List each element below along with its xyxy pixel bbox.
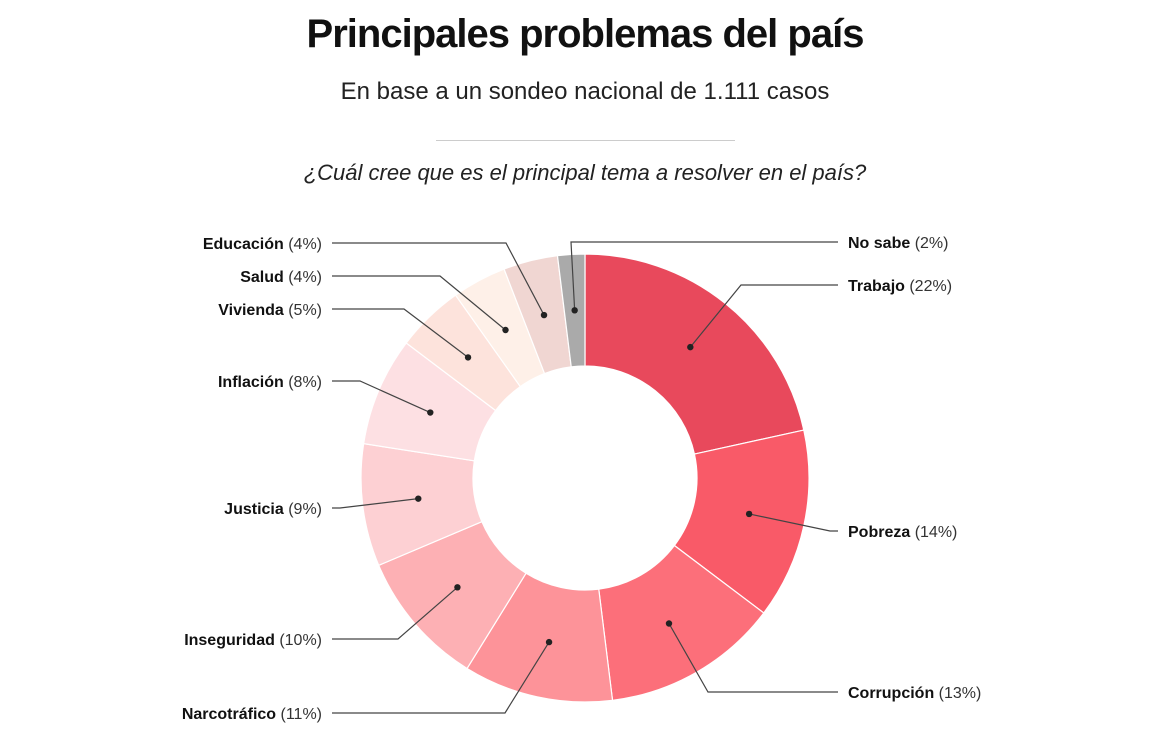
survey-question: ¿Cuál cree que es el principal tema a re… xyxy=(303,160,867,185)
leader-line-trabajo xyxy=(689,284,838,348)
slices xyxy=(360,253,810,703)
label-percent: (4%) xyxy=(284,269,322,286)
label-percent: (9%) xyxy=(284,501,322,518)
label-salud: Salud (4%) xyxy=(240,269,322,286)
leader-lines xyxy=(332,241,838,714)
label-percent: (2%) xyxy=(910,235,948,252)
label-corrupcion: Corrupción (13%) xyxy=(848,685,981,702)
leader-line-pobreza xyxy=(748,513,838,532)
label-name: Trabajo xyxy=(848,278,905,295)
leader-line-no-sabe xyxy=(570,241,838,311)
label-name: Inflación xyxy=(218,374,284,391)
leader-dot-justicia xyxy=(415,495,422,502)
leader-line-justicia xyxy=(332,498,419,509)
leader-line-salud xyxy=(332,275,506,331)
leader-line-inflacion xyxy=(332,380,431,414)
label-name: Pobreza xyxy=(848,524,910,541)
label-pobreza: Pobreza (14%) xyxy=(848,524,957,541)
leader-line-vivienda xyxy=(332,308,469,358)
label-name: Corrupción xyxy=(848,685,934,702)
leader-dot-vivienda xyxy=(464,354,472,361)
leader-line-narcotrafico xyxy=(332,641,550,714)
label-no-sabe: No sabe (2%) xyxy=(848,235,948,252)
leader-dot-inseguridad xyxy=(454,584,461,591)
label-percent: (10%) xyxy=(275,632,322,649)
label-name: Vivienda xyxy=(218,302,284,319)
label-percent: (5%) xyxy=(284,302,322,319)
label-trabajo: Trabajo (22%) xyxy=(848,278,952,295)
label-percent: (22%) xyxy=(905,278,952,295)
label-inseguridad: Inseguridad (10%) xyxy=(184,632,322,649)
leader-line-educacion xyxy=(332,242,545,316)
slice-pobreza[interactable] xyxy=(673,429,810,614)
label-justicia: Justicia (9%) xyxy=(224,501,322,518)
label-narcotrafico: Narcotráfico (11%) xyxy=(182,706,322,723)
label-percent: (8%) xyxy=(284,374,322,391)
leader-dot-pobreza xyxy=(745,510,753,518)
chart-title: Principales problemas del país xyxy=(306,12,865,56)
leader-dot-no-sabe xyxy=(571,307,578,314)
label-vivienda: Vivienda (5%) xyxy=(218,302,322,319)
leader-line-corrupcion xyxy=(668,623,838,693)
label-percent: (11%) xyxy=(276,706,322,723)
leader-dot-narcotrafico xyxy=(545,638,553,646)
leader-dot-corrupcion xyxy=(665,620,673,627)
leader-dot-inflacion xyxy=(427,409,434,416)
leader-dot-salud xyxy=(502,326,509,334)
label-percent: (4%) xyxy=(284,236,322,253)
label-name: Educación xyxy=(203,236,284,253)
label-name: No sabe xyxy=(848,235,910,252)
leader-line-inseguridad xyxy=(332,586,458,640)
label-name: Justicia xyxy=(224,501,284,518)
label-percent: (14%) xyxy=(910,524,957,541)
label-inflacion: Inflación (8%) xyxy=(218,374,322,391)
slice-trabajo[interactable] xyxy=(584,253,805,455)
divider xyxy=(436,140,735,141)
label-name: Narcotráfico xyxy=(182,706,276,723)
label-percent: (13%) xyxy=(934,685,981,702)
slice-no-sabe[interactable] xyxy=(556,253,586,368)
label-educacion: Educación (4%) xyxy=(203,236,322,253)
label-name: Inseguridad xyxy=(184,632,275,649)
labels: Trabajo (22%) Pobreza (14%) Corrupción (13… xyxy=(182,235,982,723)
leader-dot-trabajo xyxy=(687,343,694,351)
leader-dot-educacion xyxy=(540,311,548,319)
chart-subtitle: En base a un sondeo nacional de 1.111 ca… xyxy=(340,78,830,105)
label-name: Salud xyxy=(240,269,284,286)
